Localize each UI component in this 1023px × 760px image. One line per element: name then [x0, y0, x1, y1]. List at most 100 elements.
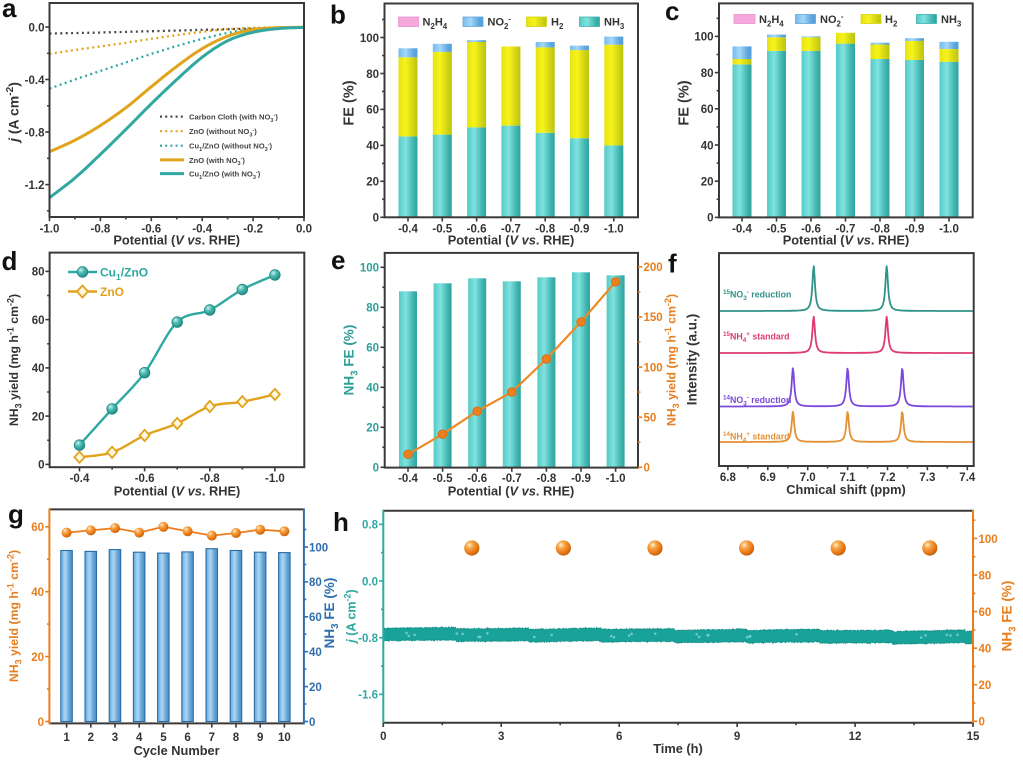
svg-text:14NO3- reduction: 14NO3- reduction: [723, 395, 791, 408]
svg-text:j (A cm-2): j (A cm-2): [343, 589, 359, 644]
svg-text:6: 6: [184, 732, 190, 744]
svg-text:200: 200: [644, 262, 663, 274]
svg-text:Cu1/ZnO (with NO3-): Cu1/ZnO (with NO3-): [189, 170, 261, 181]
svg-text:-0.8: -0.8: [358, 633, 378, 645]
svg-text:FE (%): FE (%): [677, 80, 693, 125]
svg-text:NH3 FE (%): NH3 FE (%): [1000, 581, 1019, 652]
svg-text:-0.6: -0.6: [135, 473, 155, 485]
svg-text:Potential (V vs. RHE): Potential (V vs. RHE): [783, 233, 910, 248]
svg-text:-0.9: -0.9: [905, 224, 925, 236]
svg-text:9: 9: [257, 732, 263, 744]
svg-text:0.0: 0.0: [296, 224, 312, 236]
svg-text:Time (h): Time (h): [653, 741, 703, 756]
svg-text:0: 0: [380, 731, 386, 743]
svg-text:-1.0: -1.0: [606, 473, 626, 485]
svg-text:H2: H2: [885, 14, 898, 28]
svg-text:-0.8: -0.8: [536, 473, 556, 485]
svg-text:-0.5: -0.5: [767, 224, 787, 236]
svg-text:15NH4+ standard: 15NH4+ standard: [723, 331, 790, 344]
svg-text:-0.6: -0.6: [801, 224, 821, 236]
svg-text:h: h: [333, 507, 349, 537]
svg-text:20: 20: [701, 177, 714, 189]
svg-text:-0.7: -0.7: [836, 224, 856, 236]
svg-text:NH3 FE (%): NH3 FE (%): [322, 578, 341, 649]
svg-text:4: 4: [136, 732, 143, 744]
svg-text:7.3: 7.3: [919, 472, 935, 484]
svg-text:60: 60: [366, 105, 379, 117]
svg-text:8: 8: [233, 732, 240, 744]
svg-text:-1.6: -1.6: [358, 690, 378, 702]
svg-text:6.8: 6.8: [720, 472, 737, 484]
svg-text:-0.7: -0.7: [502, 473, 522, 485]
svg-text:ZnO (without NO3-): ZnO (without NO3-): [189, 127, 257, 138]
svg-text:NH3 yield (mg h-1 cm-2): NH3 yield (mg h-1 cm-2): [5, 294, 23, 426]
svg-text:-0.6: -0.6: [141, 224, 161, 236]
svg-text:80: 80: [309, 577, 322, 589]
svg-text:1: 1: [63, 732, 70, 744]
svg-text:100: 100: [360, 263, 379, 275]
svg-text:60: 60: [366, 343, 379, 355]
svg-text:Carbon Cloth (with NO3-): Carbon Cloth (with NO3-): [189, 113, 278, 124]
svg-text:0.0: 0.0: [362, 576, 378, 588]
svg-text:40: 40: [366, 383, 379, 395]
svg-text:100: 100: [694, 32, 713, 44]
svg-text:-0.6: -0.6: [467, 224, 487, 236]
svg-text:20: 20: [309, 682, 322, 694]
svg-text:15NO3- reduction: 15NO3- reduction: [723, 289, 791, 302]
svg-text:60: 60: [32, 315, 45, 327]
svg-text:5: 5: [160, 732, 167, 744]
svg-text:FE (%): FE (%): [342, 80, 358, 125]
svg-text:40: 40: [979, 643, 992, 655]
svg-text:NO2-: NO2-: [820, 12, 844, 29]
svg-text:7: 7: [209, 732, 215, 744]
svg-text:80: 80: [701, 68, 714, 80]
svg-text:7.0: 7.0: [800, 472, 816, 484]
svg-text:-0.8: -0.8: [90, 224, 110, 236]
svg-text:20: 20: [366, 423, 379, 435]
svg-text:N2H4: N2H4: [423, 17, 448, 31]
svg-text:Potential (V vs. RHE): Potential (V vs. RHE): [114, 484, 241, 499]
svg-text:-0.4: -0.4: [70, 473, 90, 485]
svg-text:40: 40: [31, 587, 44, 599]
svg-text:80: 80: [366, 303, 379, 315]
svg-text:-1.0: -1.0: [40, 224, 60, 236]
svg-text:15: 15: [967, 731, 980, 743]
svg-text:-0.8: -0.8: [535, 224, 555, 236]
svg-text:NH3 yield (mg h-1 cm-2): NH3 yield (mg h-1 cm-2): [5, 550, 23, 682]
svg-text:20: 20: [31, 652, 44, 664]
svg-text:-0.9: -0.9: [570, 224, 590, 236]
svg-text:7.1: 7.1: [840, 472, 857, 484]
svg-text:Cu1/ZnO (without NO3-): Cu1/ZnO (without NO3-): [189, 142, 273, 153]
svg-text:NH3: NH3: [604, 17, 625, 31]
svg-text:7.4: 7.4: [959, 472, 976, 484]
svg-text:-0.8: -0.8: [25, 127, 45, 139]
svg-text:Cu1/ZnO: Cu1/ZnO: [100, 266, 148, 283]
svg-text:60: 60: [309, 612, 322, 624]
svg-text:-1.0: -1.0: [265, 473, 285, 485]
svg-text:80: 80: [366, 69, 379, 81]
svg-text:6: 6: [616, 731, 622, 743]
svg-text:7.2: 7.2: [880, 472, 896, 484]
svg-text:9: 9: [734, 731, 740, 743]
svg-text:150: 150: [644, 312, 663, 324]
svg-text:0.8: 0.8: [362, 520, 379, 532]
svg-text:-0.4: -0.4: [192, 224, 212, 236]
svg-text:3: 3: [498, 731, 504, 743]
svg-text:Potential (V vs. RHE): Potential (V vs. RHE): [448, 233, 575, 248]
svg-text:Potential (V vs. RHE): Potential (V vs. RHE): [113, 233, 240, 248]
svg-text:a: a: [2, 0, 17, 23]
svg-text:NH3: NH3: [941, 14, 962, 28]
svg-text:f: f: [668, 249, 677, 279]
svg-text:-0.4: -0.4: [398, 224, 418, 236]
svg-text:60: 60: [31, 522, 44, 534]
svg-text:60: 60: [701, 104, 714, 116]
svg-text:-0.9: -0.9: [571, 473, 591, 485]
svg-text:40: 40: [366, 141, 379, 153]
svg-text:60: 60: [979, 607, 992, 619]
svg-text:H2: H2: [551, 17, 564, 31]
svg-text:-0.2: -0.2: [243, 224, 263, 236]
svg-text:ZnO (with NO3-): ZnO (with NO3-): [189, 156, 245, 167]
svg-text:20: 20: [32, 411, 45, 423]
svg-text:80: 80: [32, 267, 45, 279]
svg-text:12: 12: [849, 731, 862, 743]
